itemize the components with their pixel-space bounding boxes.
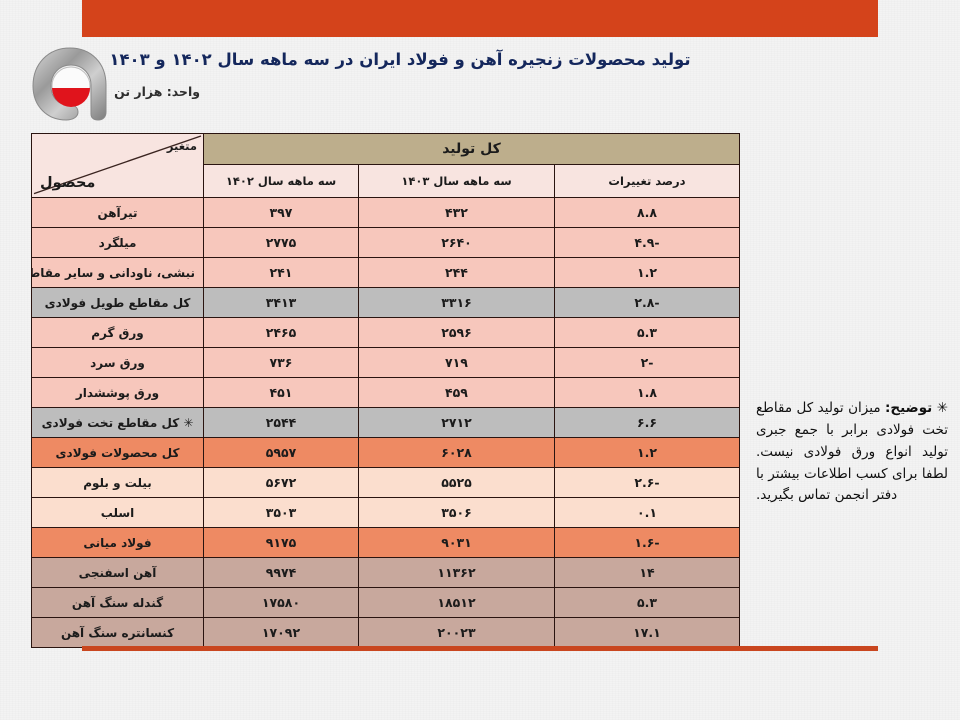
table-row: -۲.۸ ۳۳۱۶ ۳۴۱۳ کل مقاطع طویل فولادی (31, 287, 740, 318)
cell-change-pct: -۲.۶ (554, 467, 740, 498)
note-marker: ✳ (936, 400, 949, 416)
cell-change-pct: -۴.۹ (554, 227, 740, 258)
cell-q-1402: ۳۴۱۳ (203, 287, 359, 318)
cell-change-pct: ۱.۲ (554, 437, 740, 468)
cell-product-name: ورق گرم (31, 317, 204, 348)
table-row: ۰.۱ ۳۵۰۶ ۳۵۰۳ اسلب (31, 497, 740, 528)
cell-q-1403: ۲۶۴۰ (358, 227, 555, 258)
table-row: ۱۷.۱ ۲۰۰۲۳ ۱۷۰۹۲ کنسانتره سنگ آهن (31, 617, 740, 648)
cell-q-1402: ۷۳۶ (203, 347, 359, 378)
bottom-accent-rule (82, 646, 878, 651)
cell-product-name: تیرآهن (31, 197, 204, 228)
table-row: ۱.۸ ۴۵۹ ۴۵۱ ورق پوششدار (31, 377, 740, 408)
cell-product-name: فولاد میانی (31, 527, 204, 558)
unit-label: واحد: هزار تن (114, 84, 200, 99)
cell-change-pct: ۸.۸ (554, 197, 740, 228)
group-header-total-production: کل تولید (203, 133, 740, 165)
cell-change-pct: -۲ (554, 347, 740, 378)
cell-q-1402: ۲۷۷۵ (203, 227, 359, 258)
column-header-change-pct: درصد تغییرات (554, 164, 740, 198)
table-row: -۱.۶ ۹۰۳۱ ۹۱۷۵ فولاد میانی (31, 527, 740, 558)
cell-q-1403: ۱۱۳۶۲ (358, 557, 555, 588)
explanatory-note: ✳ توضیح: میزان تولید کل مقاطع تخت فولادی… (756, 398, 948, 507)
cell-change-pct: ۵.۳ (554, 587, 740, 618)
production-table: کل تولید متغیر محصول درصد تغییرات سه ماه… (31, 133, 740, 648)
cell-q-1402: ۲۵۴۴ (203, 407, 359, 438)
corner-header-cell: متغیر محصول (31, 133, 204, 198)
table-row: -۲ ۷۱۹ ۷۳۶ ورق سرد (31, 347, 740, 378)
cell-change-pct: -۱.۶ (554, 527, 740, 558)
cell-product-name: نبشی، ناودانی و سایر مقاطع (31, 257, 204, 288)
corner-product-label: محصول (40, 175, 96, 191)
cell-q-1403: ۷۱۹ (358, 347, 555, 378)
table-body: ۸.۸ ۴۳۲ ۳۹۷ تیرآهن -۴.۹ ۲۶۴۰ ۲۷۷۵ میلگرد ۱.۲ ۲۴۴ ۲… (31, 197, 740, 648)
cell-product-name: کل محصولات فولادی (31, 437, 204, 468)
page-title: تولید محصولات زنجیره آهن و فولاد ایران د… (109, 50, 691, 69)
cell-q-1403: ۴۵۹ (358, 377, 555, 408)
cell-product-name: ✳ کل مقاطع تخت فولادی (31, 407, 204, 438)
cell-product-name: گندله سنگ آهن (31, 587, 204, 618)
cell-change-pct: ۱۷.۱ (554, 617, 740, 648)
table-column-header-row: درصد تغییرات سه ماهه سال ۱۴۰۳ سه ماهه سا… (32, 164, 740, 198)
cell-q-1403: ۲۰۰۲۳ (358, 617, 555, 648)
cell-q-1402: ۲۴۶۵ (203, 317, 359, 348)
iron-steel-association-logo (26, 44, 114, 124)
cell-product-name: آهن اسفنجی (31, 557, 204, 588)
cell-q-1403: ۲۵۹۶ (358, 317, 555, 348)
cell-q-1403: ۹۰۳۱ (358, 527, 555, 558)
cell-q-1403: ۳۳۱۶ (358, 287, 555, 318)
cell-q-1403: ۶۰۲۸ (358, 437, 555, 468)
cell-change-pct: ۵.۳ (554, 317, 740, 348)
table-row: ۱.۲ ۲۴۴ ۲۴۱ نبشی، ناودانی و سایر مقاطع (31, 257, 740, 288)
cell-product-name: کل مقاطع طویل فولادی (31, 287, 204, 318)
production-table-container: کل تولید متغیر محصول درصد تغییرات سه ماه… (31, 133, 740, 648)
cell-product-name: کنسانتره سنگ آهن (31, 617, 204, 648)
table-row: ۱۴ ۱۱۳۶۲ ۹۹۷۴ آهن اسفنجی (31, 557, 740, 588)
cell-change-pct: ۱.۸ (554, 377, 740, 408)
cell-product-name: میلگرد (31, 227, 204, 258)
cell-q-1402: ۳۵۰۳ (203, 497, 359, 528)
table-row: ۶.۶ ۲۷۱۲ ۲۵۴۴ ✳ کل مقاطع تخت فولادی (31, 407, 740, 438)
note-lead: توضیح: (885, 400, 933, 416)
cell-product-name: ورق سرد (31, 347, 204, 378)
column-header-q-1402: سه ماهه سال ۱۴۰۲ (203, 164, 359, 198)
cell-q-1403: ۱۸۵۱۲ (358, 587, 555, 618)
cell-product-name: اسلب (31, 497, 204, 528)
cell-change-pct: ۰.۱ (554, 497, 740, 528)
table-row: -۴.۹ ۲۶۴۰ ۲۷۷۵ میلگرد (31, 227, 740, 258)
cell-q-1403: ۵۵۲۵ (358, 467, 555, 498)
cell-q-1402: ۳۹۷ (203, 197, 359, 228)
table-row: ۱.۲ ۶۰۲۸ ۵۹۵۷ کل محصولات فولادی (31, 437, 740, 468)
cell-q-1402: ۵۹۵۷ (203, 437, 359, 468)
cell-change-pct: ۶.۶ (554, 407, 740, 438)
cell-q-1403: ۲۴۴ (358, 257, 555, 288)
cell-q-1402: ۵۶۷۲ (203, 467, 359, 498)
cell-q-1402: ۹۹۷۴ (203, 557, 359, 588)
cell-q-1402: ۹۱۷۵ (203, 527, 359, 558)
column-header-q-1403: سه ماهه سال ۱۴۰۳ (358, 164, 555, 198)
note-body: میزان تولید کل مقاطع تخت فولادی برابر با… (756, 400, 948, 504)
table-row: ۸.۸ ۴۳۲ ۳۹۷ تیرآهن (31, 197, 740, 228)
table-row: -۲.۶ ۵۵۲۵ ۵۶۷۲ بیلت و بلوم (31, 467, 740, 498)
cell-product-name: بیلت و بلوم (31, 467, 204, 498)
diagonal-divider-icon (33, 135, 202, 195)
table-group-header-row: کل تولید متغیر محصول (31, 133, 740, 198)
cell-q-1402: ۲۴۱ (203, 257, 359, 288)
cell-change-pct: -۲.۸ (554, 287, 740, 318)
cell-change-pct: ۱۴ (554, 557, 740, 588)
cell-q-1403: ۴۳۲ (358, 197, 555, 228)
corner-variable-label: متغیر (166, 139, 197, 153)
cell-change-pct: ۱.۲ (554, 257, 740, 288)
table-row: ۵.۳ ۲۵۹۶ ۲۴۶۵ ورق گرم (31, 317, 740, 348)
top-accent-bar (82, 0, 878, 37)
cell-q-1402: ۱۷۰۹۲ (203, 617, 359, 648)
cell-product-name: ورق پوششدار (31, 377, 204, 408)
table-row: ۵.۳ ۱۸۵۱۲ ۱۷۵۸۰ گندله سنگ آهن (31, 587, 740, 618)
cell-q-1403: ۲۷۱۲ (358, 407, 555, 438)
cell-q-1402: ۱۷۵۸۰ (203, 587, 359, 618)
cell-q-1402: ۴۵۱ (203, 377, 359, 408)
cell-q-1403: ۳۵۰۶ (358, 497, 555, 528)
